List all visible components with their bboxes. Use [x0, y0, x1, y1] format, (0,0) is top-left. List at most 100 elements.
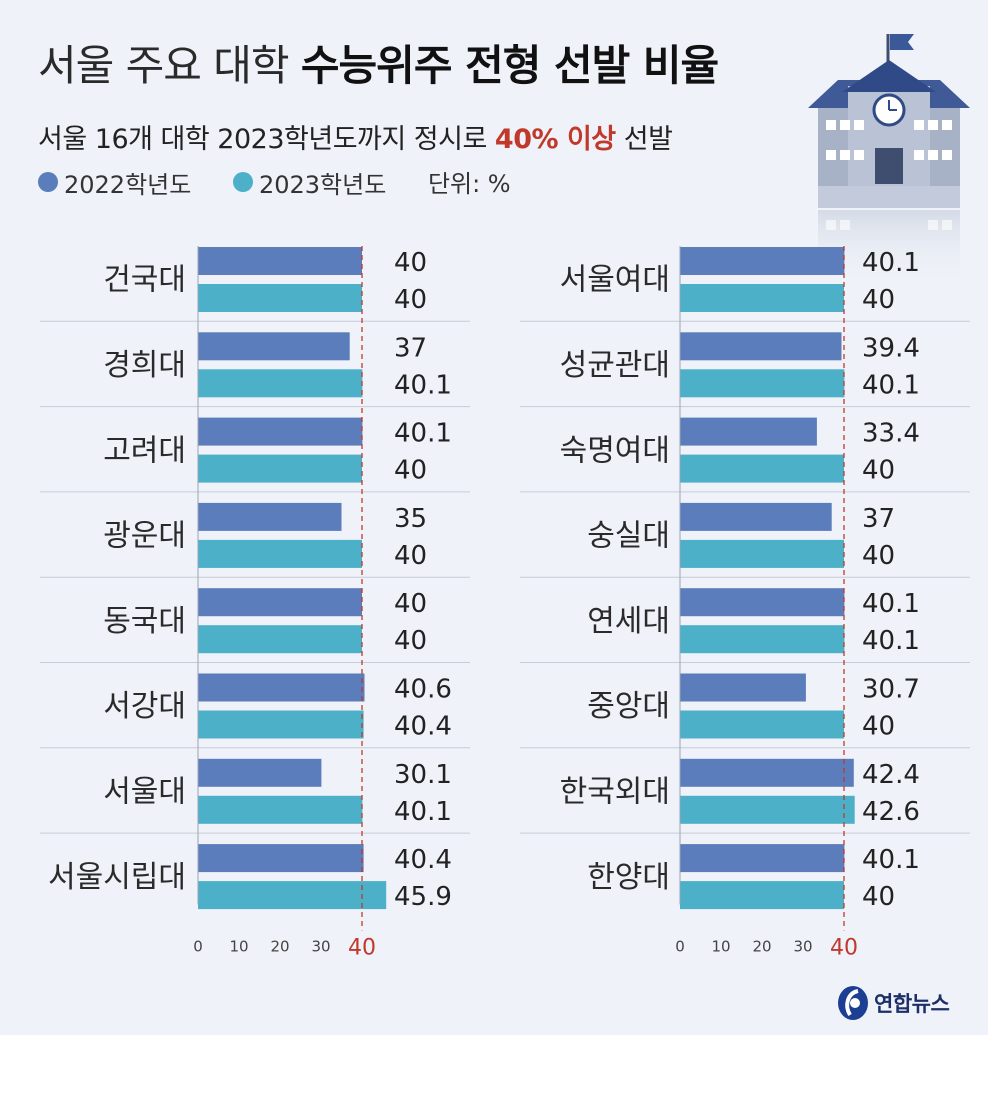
bar-value-label: 45.9 — [394, 882, 452, 912]
bar-2023 — [198, 710, 364, 739]
subtitle-highlight: 40% 이상 — [494, 124, 616, 155]
bar-2022 — [680, 417, 817, 446]
bar-2023 — [198, 539, 362, 568]
legend: 2022학년도 2023학년도 단위: % — [38, 164, 545, 200]
reference-tick-label: 40 — [830, 935, 858, 960]
yonhap-logo: 연합뉴스 — [836, 983, 950, 1023]
category-label: 중앙대 — [587, 689, 670, 724]
bar-value-label: 37 — [394, 333, 427, 363]
x-tick-label: 30 — [793, 937, 812, 955]
category-label: 광운대 — [103, 519, 186, 554]
x-tick-label: 30 — [311, 937, 330, 955]
bar-value-label: 33.4 — [862, 419, 920, 449]
category-label: 동국대 — [103, 604, 186, 639]
bar-2022 — [198, 502, 342, 531]
category-label: 서울여대 — [560, 263, 670, 298]
bar-value-label: 40 — [862, 285, 895, 315]
bar-2022 — [680, 588, 845, 617]
bar-2023 — [198, 369, 363, 398]
bar-2023 — [680, 625, 845, 654]
category-label: 서울대 — [103, 774, 186, 809]
bar-2022 — [198, 247, 362, 275]
yonhap-logo-icon — [838, 986, 868, 1020]
category-label: 고려대 — [103, 433, 186, 468]
bar-2023 — [198, 881, 387, 910]
bar-value-label: 40 — [394, 626, 427, 656]
bar-2022 — [680, 758, 854, 787]
category-label: 서울시립대 — [48, 860, 186, 895]
bar-2022 — [680, 844, 845, 873]
bar-2023 — [680, 795, 855, 824]
bar-2023 — [198, 625, 362, 654]
bar-value-label: 40.1 — [862, 845, 920, 875]
bar-2023 — [198, 454, 362, 483]
bar-2022 — [198, 417, 363, 446]
bar-value-label: 42.6 — [862, 797, 920, 827]
bar-value-label: 37 — [862, 504, 895, 534]
page-title: 서울 주요 대학 수능위주 전형 선발 비율 — [38, 32, 719, 93]
x-tick-label: 10 — [229, 937, 248, 955]
category-label: 서강대 — [103, 689, 186, 724]
bar-value-label: 40 — [862, 456, 895, 486]
bar-2023 — [680, 284, 844, 312]
bar-2022 — [198, 844, 364, 873]
legend-label-2023: 2023학년도 — [258, 170, 387, 199]
bar-value-label: 40.4 — [394, 712, 452, 742]
category-label: 건국대 — [103, 263, 186, 298]
bar-2023 — [680, 710, 844, 739]
legend-unit: 단위: % — [427, 170, 511, 198]
category-label: 한국외대 — [560, 774, 670, 809]
x-tick-label: 20 — [752, 937, 771, 955]
yonhap-logo-text: 연합뉴스 — [874, 992, 950, 1016]
bar-2022 — [198, 588, 362, 617]
bar-value-label: 40 — [394, 248, 427, 278]
bar-2022 — [680, 673, 806, 702]
reference-tick-label: 40 — [348, 935, 376, 960]
bar-2023 — [198, 284, 362, 312]
category-label: 연세대 — [587, 604, 670, 639]
bar-value-label: 40.1 — [862, 589, 920, 619]
bar-value-label: 30.7 — [862, 675, 920, 705]
x-tick-label: 20 — [270, 937, 289, 955]
bar-2022 — [680, 247, 845, 275]
bar-2022 — [680, 502, 832, 531]
subtitle-suffix: 선발 — [623, 124, 673, 155]
legend-label-2022: 2022학년도 — [64, 170, 192, 199]
x-tick-label: 10 — [711, 937, 730, 955]
bar-2023 — [680, 369, 845, 398]
subtitle-prefix: 서울 16개 대학 2023학년도까지 정시로 — [38, 124, 487, 155]
bar-value-label: 40 — [862, 712, 895, 742]
legend-dot-2022-icon — [38, 172, 58, 192]
category-label: 한양대 — [587, 860, 670, 895]
bar-2022 — [680, 332, 842, 361]
legend-dot-2023-icon — [232, 172, 253, 192]
bar-value-label: 40.1 — [394, 370, 452, 400]
bar-2022 — [198, 332, 350, 361]
bar-value-label: 40.1 — [862, 370, 920, 400]
bar-value-label: 40.1 — [394, 797, 452, 827]
subtitle: 서울 16개 대학 2023학년도까지 정시로 40% 이상 선발 — [38, 117, 673, 156]
bar-value-label: 35 — [394, 504, 427, 534]
bar-value-label: 40.4 — [394, 845, 452, 875]
bar-value-label: 40 — [862, 541, 895, 571]
bar-value-label: 40 — [394, 456, 427, 486]
bar-2023 — [198, 795, 363, 824]
title-light: 서울 주요 대학 — [38, 41, 290, 90]
bar-value-label: 40.6 — [394, 675, 452, 705]
title-bold: 수능위주 전형 선발 비율 — [300, 41, 719, 90]
bar-value-label: 30.1 — [394, 760, 452, 790]
x-tick-label: 0 — [193, 937, 203, 955]
category-label: 경희대 — [103, 348, 186, 383]
bar-value-label: 40 — [394, 541, 427, 571]
bar-value-label: 40 — [862, 882, 895, 912]
bar-2023 — [680, 539, 844, 568]
legend-item-2023: 2023학년도 — [232, 165, 387, 200]
bar-value-label: 40.1 — [862, 626, 920, 656]
bar-2022 — [198, 758, 322, 787]
bar-2023 — [680, 454, 844, 483]
bar-value-label: 42.4 — [862, 760, 920, 790]
category-label: 성균관대 — [560, 348, 670, 383]
x-tick-label: 0 — [675, 937, 685, 955]
legend-item-2022: 2022학년도 — [38, 165, 191, 200]
